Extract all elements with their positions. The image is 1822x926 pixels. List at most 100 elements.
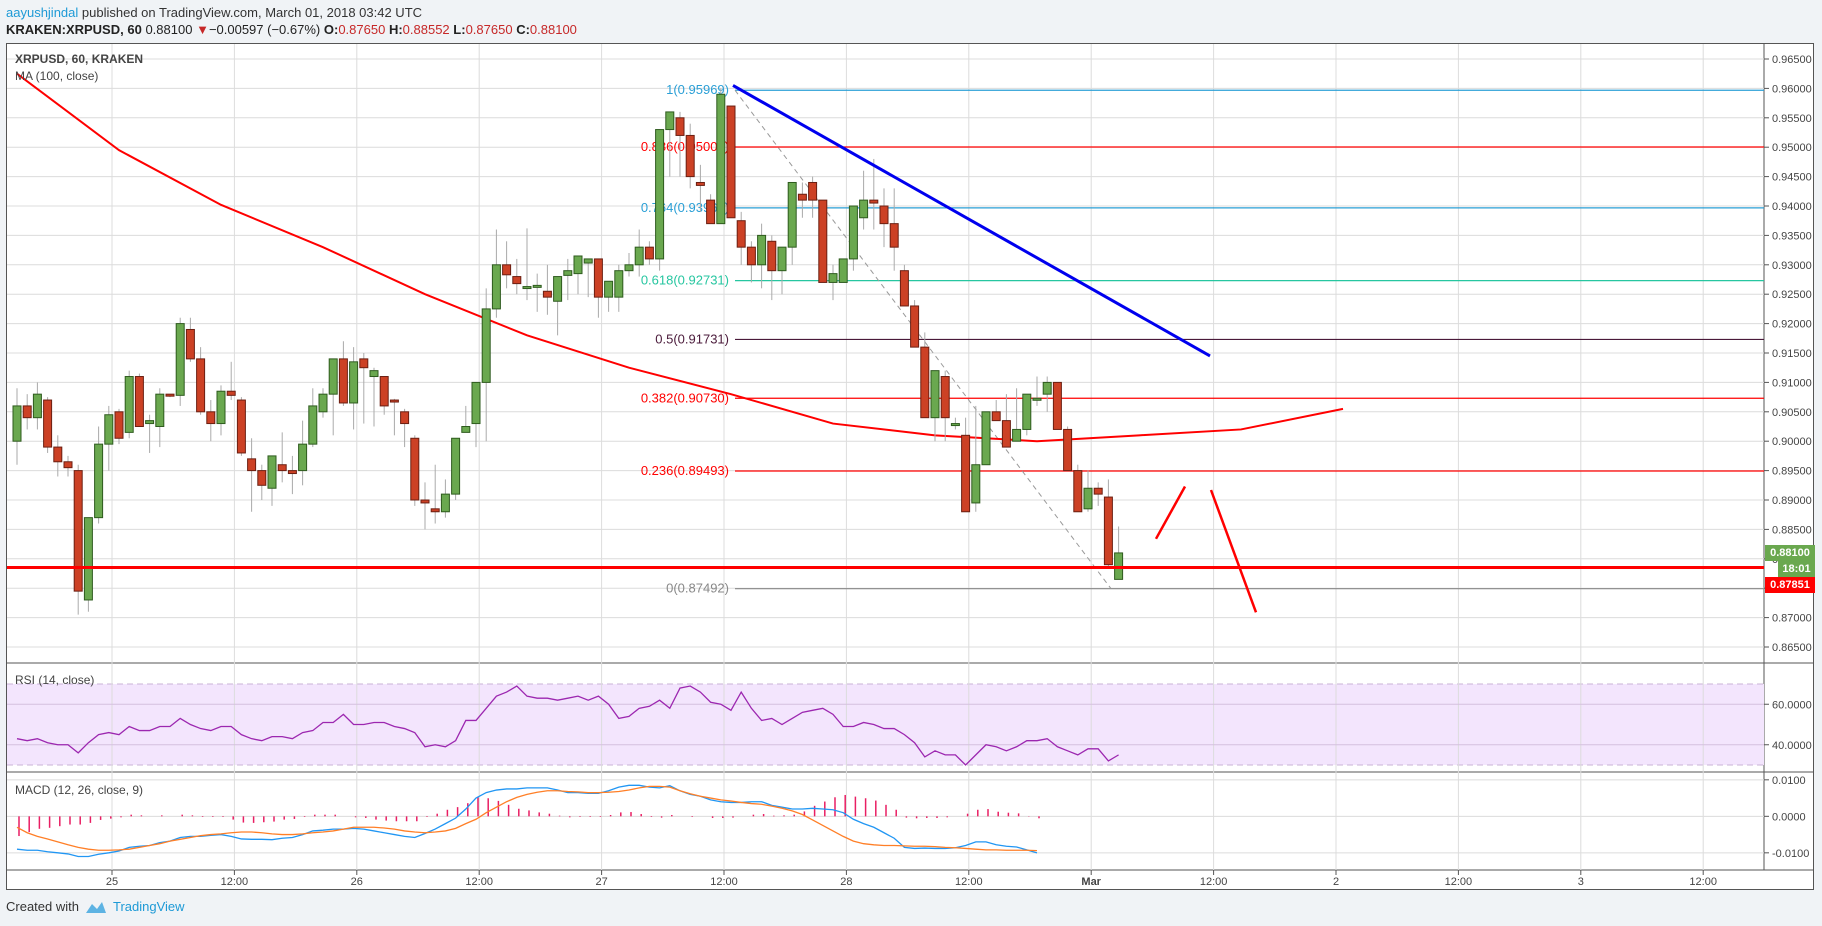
bearish-candle — [746, 246, 756, 266]
bearish-candle — [889, 223, 899, 248]
bearish-candle — [196, 358, 206, 413]
bearish-candle — [63, 461, 73, 469]
close-value: 0.88100 — [529, 22, 577, 37]
bearish-candle — [389, 399, 399, 403]
price-label: 0.86500 — [1772, 642, 1812, 654]
bearish-candle — [879, 205, 889, 225]
bearish-candle — [644, 246, 654, 260]
bullish-candle — [83, 517, 93, 601]
symbol-label: KRAKEN:XRPUSD, 60 — [6, 22, 142, 37]
support-price-tag: 0.87851 — [1765, 577, 1815, 593]
bearish-candle — [869, 199, 879, 204]
time-label: 12:00 — [1689, 876, 1717, 888]
bullish-candle — [1032, 397, 1042, 401]
time-label: 12:00 — [221, 876, 249, 888]
bearish-candle — [114, 411, 124, 439]
low-value: 0.87650 — [465, 22, 513, 37]
bullish-candle — [216, 390, 226, 425]
author-link[interactable]: aayushjindal — [6, 5, 79, 20]
signal-line — [16, 785, 1038, 852]
bearish-candle — [1001, 420, 1011, 448]
bearish-candle — [920, 346, 930, 419]
bullish-candle — [124, 376, 134, 433]
fib-level-label: 0.618(0.92731) — [641, 273, 729, 288]
high-value: 0.88552 — [402, 22, 450, 37]
bearish-candle — [808, 181, 818, 201]
bullish-candle — [655, 129, 665, 260]
bullish-candle — [777, 246, 787, 272]
time-label: 12:00 — [710, 876, 738, 888]
publish-info: published on TradingView.com, March 01, … — [78, 5, 423, 20]
price-label: 0.95000 — [1772, 142, 1812, 154]
price-label: 0.94500 — [1772, 172, 1812, 184]
tradingview-link[interactable]: TradingView — [112, 899, 185, 914]
bearish-candle — [22, 405, 32, 419]
bullish-candle — [12, 405, 22, 442]
bearish-candle — [73, 470, 83, 592]
time-label: 12:00 — [955, 876, 983, 888]
time-label: 12:00 — [1445, 876, 1473, 888]
bullish-candle — [971, 464, 981, 504]
fib-level-label: 0(0.87492) — [666, 581, 729, 596]
bearish-candle — [695, 181, 705, 186]
bearish-candle — [247, 458, 257, 472]
last-price: 0.88100 — [145, 22, 193, 37]
open-value: 0.87650 — [338, 22, 386, 37]
bearish-candle — [43, 399, 53, 448]
price-label: 0.93500 — [1772, 230, 1812, 242]
time-label: 25 — [106, 876, 118, 888]
bullish-candle — [848, 205, 858, 260]
bearish-candle — [502, 264, 512, 276]
price-label: 0.90500 — [1772, 407, 1812, 419]
price-change: −0.00597 (−0.67%) — [208, 22, 321, 37]
time-label: 12:00 — [1200, 876, 1228, 888]
price-label: 0.89500 — [1772, 466, 1812, 478]
bearish-candle — [675, 117, 685, 136]
bearish-candle — [1052, 381, 1062, 430]
bearish-candle — [257, 470, 267, 486]
price-label: 0.92500 — [1772, 289, 1812, 301]
moving-average-line — [16, 72, 1344, 443]
bullish-candle — [1012, 428, 1022, 442]
bullish-candle — [451, 437, 461, 495]
bullish-candle — [440, 493, 450, 513]
bullish-candle — [491, 264, 501, 310]
bearish-candle — [165, 393, 175, 397]
symbol-line: KRAKEN:XRPUSD, 60 0.88100 ▼−0.00597 (−0.… — [6, 21, 577, 38]
bearish-candle — [53, 446, 63, 463]
time-label: 3 — [1578, 876, 1584, 888]
bullish-candle — [471, 381, 481, 425]
bullish-candle — [573, 255, 583, 275]
bearish-candle — [226, 390, 236, 396]
fib-level-label: 0.382(0.90730) — [641, 390, 729, 405]
bullish-candle — [634, 246, 644, 266]
bullish-candle — [614, 270, 624, 298]
bearish-candle — [736, 220, 746, 248]
bullish-candle — [563, 270, 573, 276]
bullish-candle — [828, 273, 838, 283]
bullish-candle — [665, 111, 675, 131]
price-label: 0.89000 — [1772, 495, 1812, 507]
rsi-legend[interactable]: RSI (14, close) — [15, 673, 95, 687]
bullish-candle — [155, 393, 165, 428]
bullish-candle — [930, 370, 940, 419]
bearish-candle — [185, 328, 195, 360]
ma-legend[interactable]: MA (100, close) — [15, 69, 99, 83]
macd-label: 0.0100 — [1772, 775, 1806, 787]
macd-legend[interactable]: MACD (12, 26, close, 9) — [15, 783, 144, 797]
bullish-candle — [369, 370, 379, 378]
bearish-candle — [410, 437, 420, 501]
bullish-candle — [145, 420, 155, 425]
bullish-candle — [1022, 393, 1032, 430]
price-label: 0.95500 — [1772, 113, 1812, 125]
projection-down-line — [1209, 489, 1258, 613]
tradingview-logo-icon — [85, 901, 106, 913]
bullish-candle — [328, 358, 338, 395]
projection-up-line — [1154, 485, 1187, 540]
bullish-candle — [757, 234, 767, 266]
bullish-candle — [838, 258, 848, 283]
fib-level-label: 0.5(0.91731) — [655, 331, 729, 346]
chart-header: aayushjindal published on TradingView.co… — [6, 4, 577, 38]
bullish-candle — [175, 323, 185, 396]
